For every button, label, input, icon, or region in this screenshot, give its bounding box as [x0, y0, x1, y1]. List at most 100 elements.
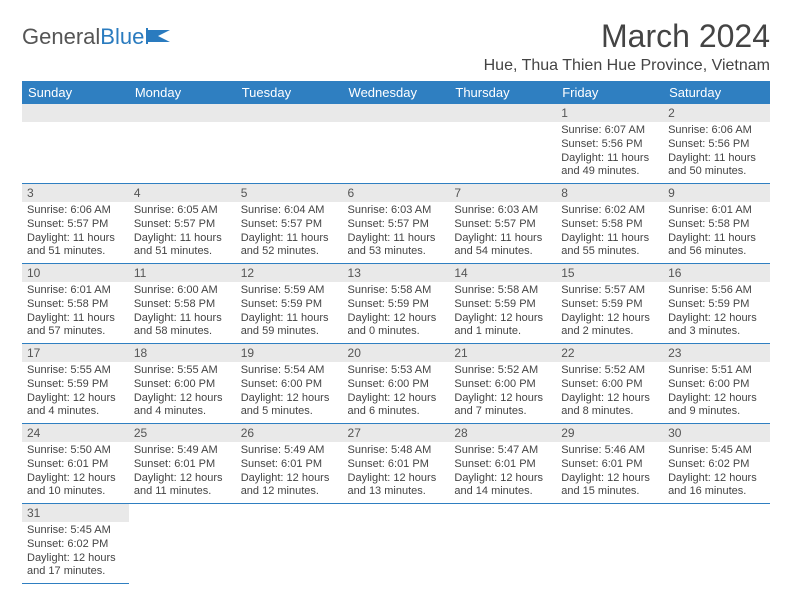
day-number: 8 [556, 184, 663, 202]
day-number: 21 [449, 344, 556, 362]
calendar-row: 31Sunrise: 5:45 AMSunset: 6:02 PMDayligh… [22, 504, 770, 584]
day-number: 6 [343, 184, 450, 202]
day-detail: Sunrise: 5:56 AMSunset: 5:59 PMDaylight:… [663, 282, 770, 343]
calendar-cell: 12Sunrise: 5:59 AMSunset: 5:59 PMDayligh… [236, 264, 343, 344]
day-detail: Sunrise: 6:04 AMSunset: 5:57 PMDaylight:… [236, 202, 343, 263]
day-detail: Sunrise: 6:06 AMSunset: 5:56 PMDaylight:… [663, 122, 770, 183]
day-detail: Sunrise: 5:58 AMSunset: 5:59 PMDaylight:… [449, 282, 556, 343]
calendar-cell: 19Sunrise: 5:54 AMSunset: 6:00 PMDayligh… [236, 344, 343, 424]
calendar-cell: 9Sunrise: 6:01 AMSunset: 5:58 PMDaylight… [663, 184, 770, 264]
calendar-cell: 20Sunrise: 5:53 AMSunset: 6:00 PMDayligh… [343, 344, 450, 424]
calendar: SundayMondayTuesdayWednesdayThursdayFrid… [22, 81, 770, 584]
day-number-empty [343, 104, 450, 122]
month-title: March 2024 [484, 18, 770, 55]
day-detail: Sunrise: 5:55 AMSunset: 5:59 PMDaylight:… [22, 362, 129, 423]
calendar-cell: 18Sunrise: 5:55 AMSunset: 6:00 PMDayligh… [129, 344, 236, 424]
day-number: 14 [449, 264, 556, 282]
day-detail: Sunrise: 6:01 AMSunset: 5:58 PMDaylight:… [22, 282, 129, 343]
day-detail: Sunrise: 6:02 AMSunset: 5:58 PMDaylight:… [556, 202, 663, 263]
calendar-cell: 1Sunrise: 6:07 AMSunset: 5:56 PMDaylight… [556, 104, 663, 184]
day-number: 13 [343, 264, 450, 282]
day-number: 22 [556, 344, 663, 362]
day-detail: Sunrise: 5:58 AMSunset: 5:59 PMDaylight:… [343, 282, 450, 343]
calendar-cell: 24Sunrise: 5:50 AMSunset: 6:01 PMDayligh… [22, 424, 129, 504]
day-number: 7 [449, 184, 556, 202]
calendar-cell: 30Sunrise: 5:45 AMSunset: 6:02 PMDayligh… [663, 424, 770, 504]
weekday-header: Friday [556, 81, 663, 104]
day-number: 19 [236, 344, 343, 362]
day-number: 30 [663, 424, 770, 442]
day-number-empty [236, 104, 343, 122]
calendar-cell [556, 504, 663, 584]
calendar-cell [236, 104, 343, 184]
calendar-cell: 5Sunrise: 6:04 AMSunset: 5:57 PMDaylight… [236, 184, 343, 264]
day-number: 20 [343, 344, 450, 362]
calendar-cell: 17Sunrise: 5:55 AMSunset: 5:59 PMDayligh… [22, 344, 129, 424]
calendar-cell: 11Sunrise: 6:00 AMSunset: 5:58 PMDayligh… [129, 264, 236, 344]
day-number: 1 [556, 104, 663, 122]
calendar-cell: 29Sunrise: 5:46 AMSunset: 6:01 PMDayligh… [556, 424, 663, 504]
day-number: 24 [22, 424, 129, 442]
header: GeneralBlue March 2024 Hue, Thua Thien H… [22, 18, 770, 75]
title-block: March 2024 Hue, Thua Thien Hue Province,… [484, 18, 770, 75]
day-detail: Sunrise: 6:01 AMSunset: 5:58 PMDaylight:… [663, 202, 770, 263]
day-number: 17 [22, 344, 129, 362]
day-number: 26 [236, 424, 343, 442]
calendar-cell: 13Sunrise: 5:58 AMSunset: 5:59 PMDayligh… [343, 264, 450, 344]
logo-text-1: General [22, 24, 100, 50]
day-detail: Sunrise: 6:05 AMSunset: 5:57 PMDaylight:… [129, 202, 236, 263]
day-detail: Sunrise: 6:03 AMSunset: 5:57 PMDaylight:… [449, 202, 556, 263]
day-detail: Sunrise: 6:03 AMSunset: 5:57 PMDaylight:… [343, 202, 450, 263]
day-number: 28 [449, 424, 556, 442]
day-detail: Sunrise: 5:45 AMSunset: 6:02 PMDaylight:… [22, 522, 129, 583]
day-detail: Sunrise: 6:00 AMSunset: 5:58 PMDaylight:… [129, 282, 236, 343]
day-detail: Sunrise: 5:53 AMSunset: 6:00 PMDaylight:… [343, 362, 450, 423]
weekday-header-row: SundayMondayTuesdayWednesdayThursdayFrid… [22, 81, 770, 104]
calendar-cell: 26Sunrise: 5:49 AMSunset: 6:01 PMDayligh… [236, 424, 343, 504]
calendar-cell: 25Sunrise: 5:49 AMSunset: 6:01 PMDayligh… [129, 424, 236, 504]
calendar-cell [22, 104, 129, 184]
calendar-cell [343, 504, 450, 584]
day-number: 25 [129, 424, 236, 442]
day-number: 27 [343, 424, 450, 442]
day-number: 31 [22, 504, 129, 522]
calendar-cell: 15Sunrise: 5:57 AMSunset: 5:59 PMDayligh… [556, 264, 663, 344]
day-number: 4 [129, 184, 236, 202]
calendar-cell: 27Sunrise: 5:48 AMSunset: 6:01 PMDayligh… [343, 424, 450, 504]
day-detail: Sunrise: 5:49 AMSunset: 6:01 PMDaylight:… [236, 442, 343, 503]
day-number-empty [22, 104, 129, 122]
calendar-cell: 31Sunrise: 5:45 AMSunset: 6:02 PMDayligh… [22, 504, 129, 584]
calendar-cell: 6Sunrise: 6:03 AMSunset: 5:57 PMDaylight… [343, 184, 450, 264]
calendar-cell: 4Sunrise: 6:05 AMSunset: 5:57 PMDaylight… [129, 184, 236, 264]
weekday-header: Thursday [449, 81, 556, 104]
day-detail: Sunrise: 5:45 AMSunset: 6:02 PMDaylight:… [663, 442, 770, 503]
day-number: 10 [22, 264, 129, 282]
day-detail: Sunrise: 5:57 AMSunset: 5:59 PMDaylight:… [556, 282, 663, 343]
day-number-empty [129, 104, 236, 122]
day-number: 2 [663, 104, 770, 122]
day-detail: Sunrise: 6:06 AMSunset: 5:57 PMDaylight:… [22, 202, 129, 263]
calendar-cell: 8Sunrise: 6:02 AMSunset: 5:58 PMDaylight… [556, 184, 663, 264]
day-number: 18 [129, 344, 236, 362]
weekday-header: Tuesday [236, 81, 343, 104]
calendar-cell: 16Sunrise: 5:56 AMSunset: 5:59 PMDayligh… [663, 264, 770, 344]
calendar-row: 3Sunrise: 6:06 AMSunset: 5:57 PMDaylight… [22, 184, 770, 264]
calendar-cell [129, 504, 236, 584]
day-detail: Sunrise: 5:48 AMSunset: 6:01 PMDaylight:… [343, 442, 450, 503]
day-detail: Sunrise: 5:51 AMSunset: 6:00 PMDaylight:… [663, 362, 770, 423]
day-detail: Sunrise: 5:52 AMSunset: 6:00 PMDaylight:… [449, 362, 556, 423]
calendar-cell: 22Sunrise: 5:52 AMSunset: 6:00 PMDayligh… [556, 344, 663, 424]
day-number-empty [449, 104, 556, 122]
calendar-cell: 10Sunrise: 6:01 AMSunset: 5:58 PMDayligh… [22, 264, 129, 344]
calendar-cell [449, 504, 556, 584]
calendar-body: 1Sunrise: 6:07 AMSunset: 5:56 PMDaylight… [22, 104, 770, 584]
day-number: 5 [236, 184, 343, 202]
day-detail: Sunrise: 5:46 AMSunset: 6:01 PMDaylight:… [556, 442, 663, 503]
weekday-header: Wednesday [343, 81, 450, 104]
calendar-cell: 7Sunrise: 6:03 AMSunset: 5:57 PMDaylight… [449, 184, 556, 264]
day-number: 9 [663, 184, 770, 202]
day-number: 3 [22, 184, 129, 202]
day-detail: Sunrise: 5:47 AMSunset: 6:01 PMDaylight:… [449, 442, 556, 503]
location: Hue, Thua Thien Hue Province, Vietnam [484, 57, 770, 75]
day-detail: Sunrise: 5:50 AMSunset: 6:01 PMDaylight:… [22, 442, 129, 503]
